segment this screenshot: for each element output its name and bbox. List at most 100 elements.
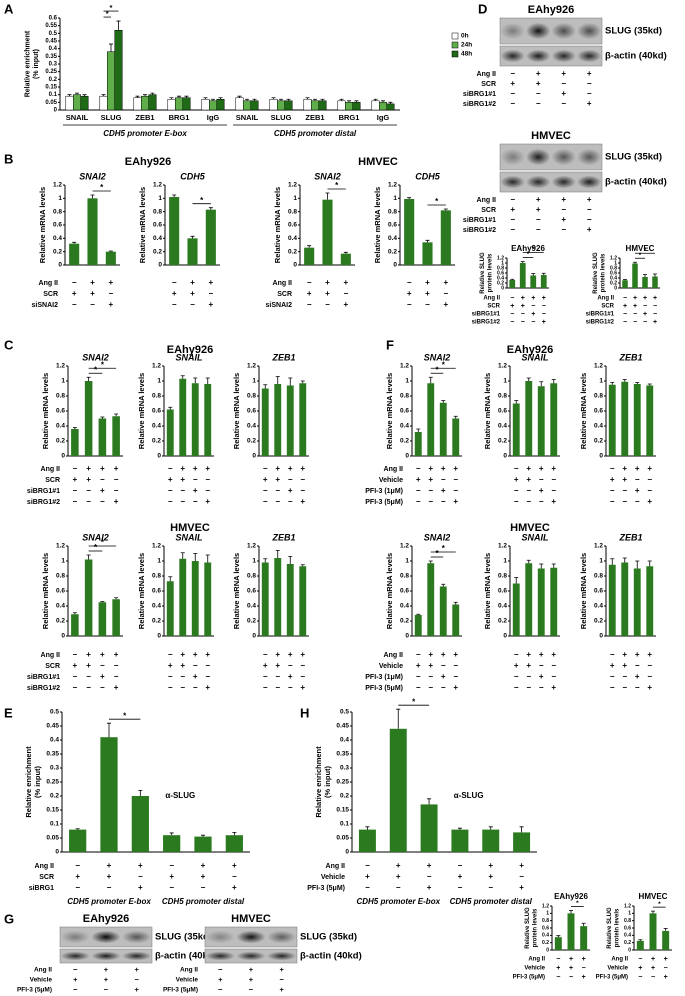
condition-sign: − — [73, 464, 78, 473]
blot-band — [551, 49, 576, 63]
y-tick-label: 0.55 — [45, 23, 57, 29]
gene-label: SNAI2 — [82, 352, 109, 362]
condition-sign: + — [536, 205, 541, 214]
section-header: HMVEC — [170, 522, 210, 534]
section-header: HMVEC — [510, 522, 550, 534]
bar — [303, 99, 312, 111]
y-tick-label: 0.4 — [594, 423, 603, 430]
condition-label: Ang II — [384, 652, 403, 659]
error-bar — [428, 376, 433, 384]
condition-sign: + — [651, 956, 655, 963]
bar — [509, 280, 516, 288]
condition-label: Ang II — [477, 71, 496, 78]
chart-title: EAhy926 — [554, 892, 588, 901]
condition-sign: + — [647, 683, 652, 692]
condition-sign: − — [180, 497, 185, 506]
condition-sign: − — [542, 311, 546, 318]
condition-sign: − — [205, 475, 210, 484]
error-bar — [526, 377, 531, 381]
annotation: α-SLUG — [454, 791, 484, 800]
bar — [404, 199, 415, 265]
condition-sign: + — [205, 650, 210, 659]
condition-sign: + — [180, 650, 185, 659]
blot-band — [577, 22, 602, 40]
y-tick-label: 0 — [54, 108, 58, 114]
condition-sign: + — [107, 872, 112, 881]
bar — [225, 835, 243, 852]
condition-sign: + — [526, 475, 531, 484]
y-tick-label: 1 — [599, 378, 603, 385]
y-tick-label: 0.8 — [152, 573, 161, 580]
y-tick-label: 0 — [58, 262, 62, 269]
significance-star: * — [100, 183, 104, 192]
condition-sign: − — [633, 311, 637, 318]
error-bar — [114, 597, 119, 600]
condition-sign: − — [653, 311, 657, 318]
condition-sign: + — [536, 69, 541, 78]
band-label: SLUG (35kd) — [155, 932, 212, 943]
error-bar — [205, 554, 210, 563]
condition-sign: − — [551, 475, 556, 484]
error-bar — [307, 245, 312, 248]
bar — [304, 247, 315, 265]
condition-sign: − — [86, 497, 91, 506]
band-label: SLUG (35kd) — [300, 932, 357, 943]
condition-label: SCR — [39, 874, 54, 881]
bar — [204, 384, 212, 456]
condition-sign: − — [521, 311, 525, 318]
condition-sign: + — [190, 289, 195, 298]
bar — [530, 275, 537, 288]
condition-sign: − — [569, 974, 573, 981]
condition-sign: − — [416, 672, 421, 681]
y-tick-label: 0.8 — [388, 208, 397, 215]
blot-title: EAhy926 — [83, 913, 129, 925]
bar — [114, 30, 123, 111]
condition-sign: − — [514, 497, 519, 506]
condition-sign: − — [169, 861, 174, 870]
y-tick-label: 1.2 — [153, 182, 162, 189]
y-tick-label: 1 — [293, 195, 297, 202]
gene-label: SNAIL — [176, 532, 203, 542]
gene-label: SNAIL — [522, 352, 549, 362]
condition-sign: + — [90, 289, 95, 298]
condition-sign: + — [114, 683, 119, 692]
significance-star: * — [110, 3, 113, 12]
chart-title: HMVEC — [626, 244, 655, 253]
condition-sign: − — [458, 861, 463, 870]
significance-star: * — [101, 538, 105, 547]
condition-label: Vehicle — [607, 966, 628, 972]
condition-sign: − — [180, 486, 185, 495]
y-tick-label: 0.45 — [45, 39, 57, 45]
bar — [182, 97, 191, 111]
legend-swatch — [451, 32, 459, 40]
condition-sign: + — [396, 872, 401, 881]
blot-band — [500, 175, 525, 189]
error-bar — [86, 376, 91, 381]
condition-sign: + — [542, 319, 546, 326]
y-tick-label: 0.6 — [498, 588, 507, 595]
panel-label: B — [4, 151, 13, 166]
y-tick-label: 0.8 — [542, 918, 549, 924]
condition-sign: − — [168, 497, 173, 506]
y-tick-label: 0.2 — [56, 618, 65, 625]
condition-sign: + — [208, 300, 213, 309]
condition-sign: − — [416, 497, 421, 506]
band-label: β-actin (40kd) — [300, 951, 362, 962]
bar — [179, 378, 187, 456]
condition-label: PFI-3 (5μM) — [365, 499, 403, 506]
bar — [379, 102, 387, 111]
error-bar — [551, 563, 556, 568]
bar — [540, 275, 547, 288]
blot-band — [236, 951, 266, 961]
y-tick-label: 0.2 — [498, 438, 507, 445]
condition-label: Ang II — [326, 863, 345, 870]
blot-band — [91, 951, 121, 961]
error-bar — [425, 239, 430, 243]
y-tick-label: 0 — [55, 849, 59, 856]
y-tick-label: 1 — [252, 558, 256, 565]
condition-sign: − — [72, 300, 77, 309]
significance-star: * — [658, 901, 661, 908]
error-bar — [488, 826, 493, 830]
error-bar — [354, 100, 359, 103]
condition-sign: + — [307, 289, 312, 298]
